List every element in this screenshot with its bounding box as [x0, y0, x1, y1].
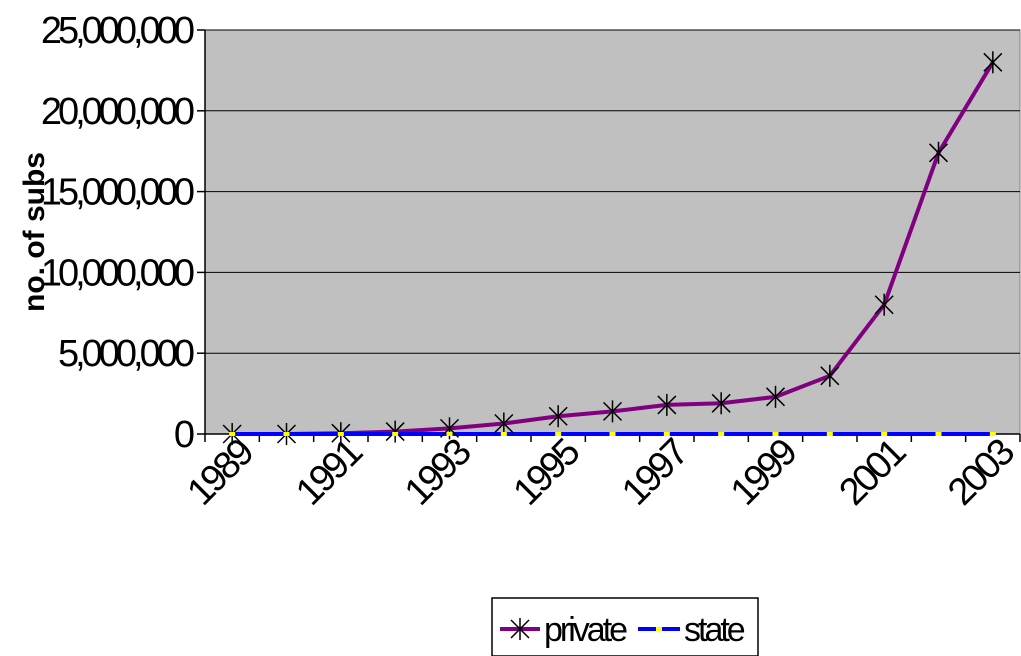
series-markers [222, 51, 1003, 445]
marker-private-2001 [874, 293, 894, 316]
marker-state-1999 [772, 432, 779, 436]
marker-private-1996 [602, 400, 623, 423]
marker-state-1990 [283, 432, 290, 436]
plot-area [204, 29, 1021, 435]
y-tick-label-0: 0 [174, 414, 194, 456]
marker-state-2002 [935, 432, 942, 436]
legend-label-state: state [684, 611, 745, 649]
y-tick-labels: 0 5,000,000 10,000,000 15,000,000 20,000,000… [41, 10, 198, 456]
marker-state-2003 [989, 432, 996, 436]
legend-label-private: private [544, 611, 627, 649]
marker-state-1991 [337, 432, 344, 436]
y-axis-label: no. of subs [18, 152, 51, 312]
marker-state-1989 [229, 432, 236, 436]
gridlines [205, 29, 1020, 354]
marker-private-2003 [983, 51, 1003, 74]
marker-private-1994 [494, 412, 514, 435]
y-tick-label-2: 10,000,000 [41, 252, 194, 294]
x-tick-label-3: 1995 [506, 431, 588, 513]
marker-state-1993 [446, 432, 453, 436]
marker-state-1995 [555, 432, 562, 436]
marker-private-1995 [548, 405, 568, 428]
y-tick-label-3: 15,000,000 [41, 172, 194, 214]
marker-state-2001 [881, 432, 888, 436]
marker-private-1997 [657, 393, 677, 416]
x-tick-label-6: 2001 [832, 431, 914, 513]
legend-marker-state [656, 627, 662, 631]
x-tick-label-4: 1997 [614, 431, 696, 513]
x-tick-label-0: 1989 [180, 431, 262, 513]
marker-private-2000 [820, 364, 840, 387]
marker-private-2002 [928, 141, 949, 164]
x-tick-label-2: 1993 [397, 431, 479, 513]
marker-state-1994 [500, 432, 507, 436]
y-tick-label-1: 5,000,000 [58, 333, 194, 375]
marker-state-2000 [826, 432, 833, 436]
x-tick-label-1: 1991 [288, 431, 370, 513]
x-tick-label-5: 1999 [723, 431, 805, 513]
x-tick-label-7: 2003 [940, 431, 1021, 513]
marker-state-1996 [609, 432, 616, 436]
marker-state-1997 [663, 432, 670, 436]
y-tick-label-4: 20,000,000 [41, 91, 194, 133]
marker-private-1999 [765, 385, 786, 408]
x-tick-labels: 1989 1991 1993 1995 1997 1999 2001 2003 [180, 431, 1021, 513]
legend: private state [491, 597, 759, 656]
y-tick-label-5: 25,000,000 [41, 10, 194, 52]
legend-box [491, 597, 759, 656]
marker-state-1998 [718, 432, 725, 436]
marker-state-1992 [392, 432, 399, 436]
plot-background [204, 29, 1021, 435]
marker-private-1992 [385, 420, 405, 443]
legend-marker-private [510, 618, 530, 640]
marker-private-1998 [711, 392, 731, 415]
